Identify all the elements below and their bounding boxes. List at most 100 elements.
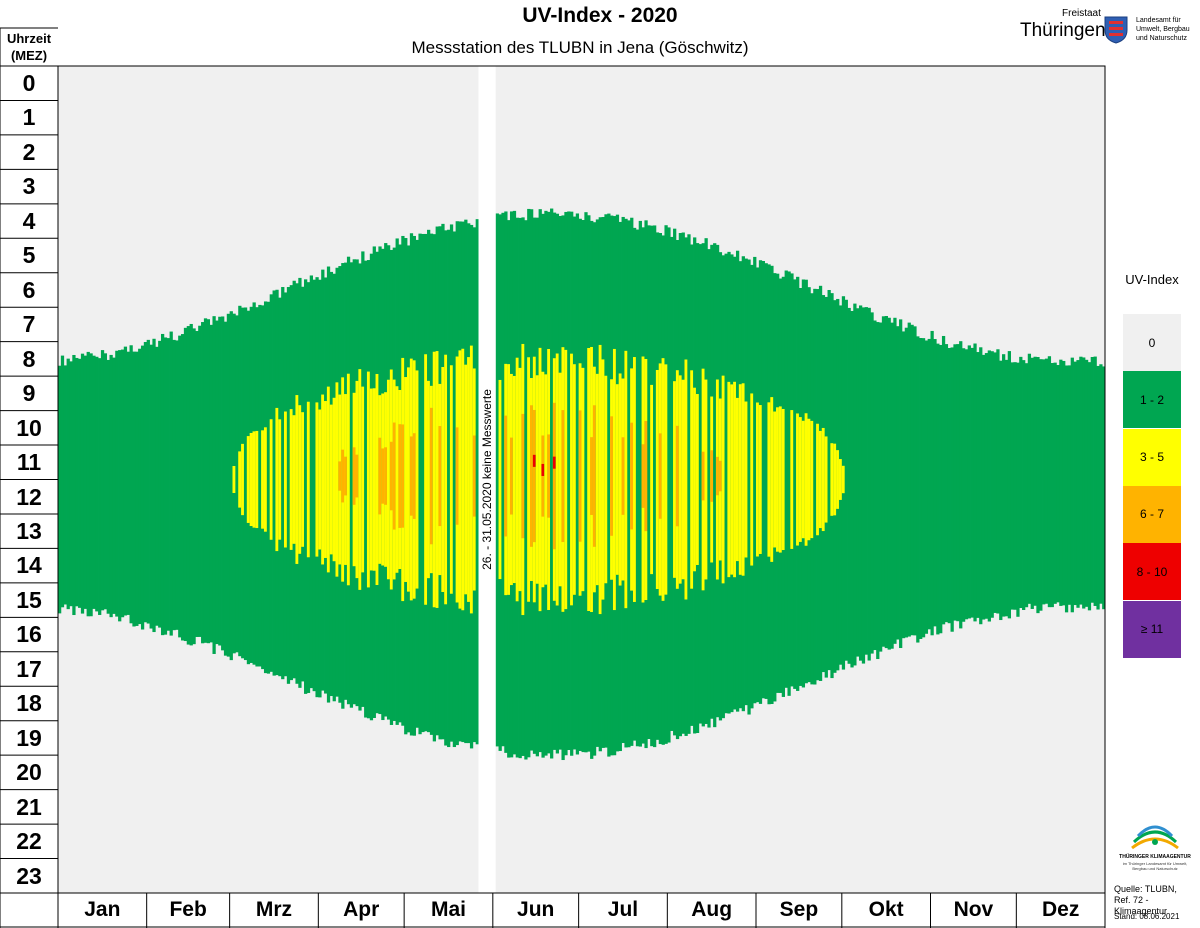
heatmap-cell-uv-3-5 bbox=[618, 373, 622, 586]
heatmap-cell-uv-3-5 bbox=[318, 409, 322, 550]
heatmap-cell-uv-1-2 bbox=[132, 351, 136, 627]
heatmap-cell-uv-1-2 bbox=[584, 212, 588, 753]
heatmap-cell-uv-1-2 bbox=[939, 344, 943, 634]
heatmap-cell-uv-3-5 bbox=[232, 465, 236, 494]
heatmap-cell-uv-1-2 bbox=[927, 338, 931, 630]
heatmap-cell-uv-1-2 bbox=[933, 339, 937, 627]
heatmap-cell-uv-3-5 bbox=[507, 364, 511, 595]
heatmap-cell-uv-3-5 bbox=[807, 418, 811, 541]
heatmap-cell-uv-3-5 bbox=[773, 411, 777, 548]
heatmap-cell-uv-1-2 bbox=[793, 279, 797, 689]
heatmap-cell-uv-1-2 bbox=[1084, 359, 1089, 607]
heatmap-cell-uv-8-10 bbox=[532, 454, 537, 467]
heatmap-cell-uv-1-2 bbox=[118, 350, 122, 622]
heatmap-cell-uv-1-2 bbox=[653, 225, 657, 748]
heatmap-cell-uv-1-2 bbox=[195, 331, 199, 637]
heatmap-cell-uv-1-2 bbox=[970, 347, 974, 618]
heatmap-cell-uv-3-5 bbox=[558, 372, 562, 587]
heatmap-cell-uv-1-2 bbox=[890, 322, 894, 649]
heatmap-cell-uv-1-2 bbox=[999, 360, 1003, 621]
heatmap-cell-uv-1-2 bbox=[181, 334, 185, 641]
heatmap-cell-uv-1-2 bbox=[784, 270, 788, 688]
hour-label: 1 bbox=[22, 104, 36, 131]
heatmap-cell-uv-3-5 bbox=[263, 427, 268, 532]
heatmap-cell-uv-1-2 bbox=[212, 316, 216, 654]
hour-label: 13 bbox=[16, 517, 42, 544]
heatmap-cell-uv-1-2 bbox=[567, 211, 571, 751]
heatmap-cell-uv-6-7 bbox=[378, 437, 382, 515]
heatmap-cell-uv-6-7 bbox=[384, 447, 388, 505]
heatmap-cell-uv-1-2 bbox=[1036, 356, 1040, 614]
heatmap-cell-uv-1-2 bbox=[1024, 363, 1029, 608]
heatmap-cell-uv-3-5 bbox=[332, 397, 336, 562]
heatmap-cell-uv-1-2 bbox=[1047, 356, 1052, 608]
heatmap-cell-uv-6-7 bbox=[610, 416, 614, 536]
heatmap-cell-uv-1-2 bbox=[83, 355, 88, 609]
heatmap-cell-uv-1-2 bbox=[881, 316, 886, 647]
heatmap-cell-uv-1-2 bbox=[123, 346, 128, 616]
heatmap-cell-uv-1-2 bbox=[724, 253, 728, 714]
heatmap-cell-uv-3-5 bbox=[329, 404, 334, 555]
heatmap-cell-uv-3-5 bbox=[818, 430, 823, 529]
heatmap-cell-uv-1-2 bbox=[901, 331, 906, 639]
heatmap-cell-uv-6-7 bbox=[352, 447, 356, 505]
heatmap-cell-uv-1-2 bbox=[670, 236, 674, 731]
heatmap-cell-uv-1-2 bbox=[919, 338, 923, 639]
heatmap-cell-uv-3-5 bbox=[770, 397, 774, 562]
heatmap-cell-uv-1-2 bbox=[266, 301, 271, 674]
hour-label: 7 bbox=[22, 311, 36, 338]
heatmap-cell-uv-3-5 bbox=[515, 357, 519, 602]
heatmap-cell-uv-6-7 bbox=[592, 405, 597, 547]
heatmap-cell-uv-1-2 bbox=[243, 307, 248, 661]
heatmap-cell-uv-3-5 bbox=[498, 379, 502, 580]
hour-label: 20 bbox=[16, 759, 42, 786]
heatmap-cell-uv-6-7 bbox=[715, 456, 720, 496]
hour-label: 0 bbox=[22, 70, 36, 96]
month-label: Feb bbox=[169, 898, 207, 921]
heatmap-cell-uv-1-2 bbox=[973, 343, 977, 622]
heatmap-cell-uv-3-5 bbox=[278, 419, 282, 540]
heatmap-cell-uv-1-2 bbox=[304, 279, 308, 694]
heatmap-cell-uv-1-2 bbox=[550, 208, 554, 759]
heatmap-cell-uv-3-5 bbox=[587, 347, 591, 612]
hour-label: 21 bbox=[16, 793, 42, 820]
heatmap-cell-uv-1-2 bbox=[364, 260, 368, 718]
heatmap-cell-uv-3-5 bbox=[778, 406, 783, 553]
heatmap-cell-uv-1-2 bbox=[876, 322, 880, 660]
heatmap-cell-uv-1-2 bbox=[258, 304, 262, 667]
heatmap-cell-uv-1-2 bbox=[63, 365, 67, 605]
heatmap-cell-uv-1-2 bbox=[1076, 360, 1080, 608]
logo-agency-line2: Umwelt, Bergbau bbox=[1136, 26, 1190, 33]
logo-state-small: Freistaat bbox=[1062, 8, 1101, 19]
heatmap-cell-uv-1-2 bbox=[827, 289, 831, 671]
heatmap-cell-uv-1-2 bbox=[163, 337, 168, 635]
heatmap-cell-uv-1-2 bbox=[115, 350, 119, 617]
heatmap-cell-uv-3-5 bbox=[306, 401, 311, 558]
heatmap-cell-uv-1-2 bbox=[913, 326, 917, 636]
heatmap-cell-uv-1-2 bbox=[1042, 359, 1046, 605]
heatmap-cell-uv-1-2 bbox=[452, 231, 457, 748]
thueringen-logo: Freistaat Thüringen Landesamt für Umwelt… bbox=[1012, 8, 1197, 48]
heatmap-cell-uv-1-2 bbox=[80, 353, 85, 614]
heatmap-cell-uv-1-2 bbox=[638, 220, 642, 747]
heatmap-cell-uv-1-2 bbox=[921, 338, 926, 638]
legend-item: ≥ 11 bbox=[1123, 600, 1181, 658]
heatmap-cell-uv-1-2 bbox=[893, 317, 897, 644]
heatmap-cell-uv-3-5 bbox=[693, 387, 697, 572]
heatmap-cell-uv-6-7 bbox=[504, 415, 508, 537]
hour-label: 2 bbox=[22, 138, 36, 165]
heatmap-cell-uv-1-2 bbox=[272, 290, 276, 676]
heatmap-cell-uv-3-5 bbox=[673, 381, 677, 578]
stand-date: Stand: 08.06.2021 bbox=[1114, 912, 1180, 921]
heatmap-cell-uv-6-7 bbox=[344, 456, 348, 496]
heatmap-cell-uv-3-5 bbox=[518, 367, 522, 592]
heatmap-cell-uv-1-2 bbox=[916, 336, 920, 643]
heatmap-cell-uv-3-5 bbox=[798, 417, 803, 542]
heatmap-cell-uv-1-2 bbox=[1073, 361, 1077, 606]
heatmap-cell-uv-3-5 bbox=[432, 351, 437, 608]
heatmap-cell-uv-1-2 bbox=[98, 358, 102, 615]
heatmap-cell-uv-1-2 bbox=[1053, 362, 1057, 604]
heatmap-cell-uv-3-5 bbox=[801, 420, 806, 539]
heatmap-cell-uv-1-2 bbox=[1030, 357, 1034, 609]
heatmap-cell-uv-1-2 bbox=[747, 259, 751, 715]
